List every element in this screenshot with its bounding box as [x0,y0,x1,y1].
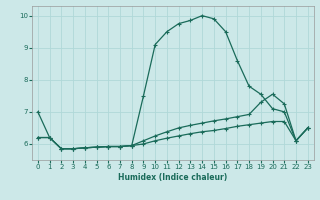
X-axis label: Humidex (Indice chaleur): Humidex (Indice chaleur) [118,173,228,182]
